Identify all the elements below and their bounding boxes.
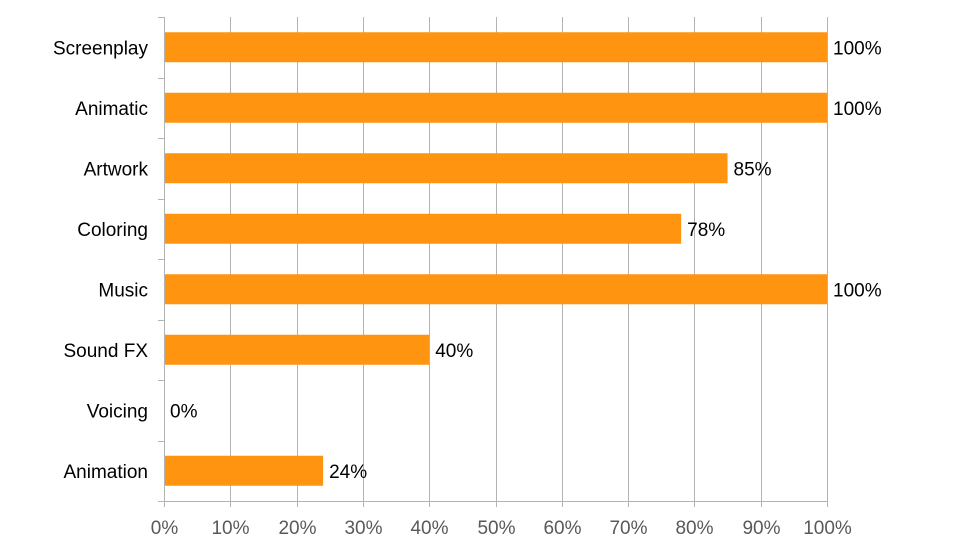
labels-layer: 0% 10% 20% 30% 40% 50% 60% 70% 80% 90% 100% Screenp… [53, 38, 882, 539]
x-tick-label: 90% [742, 518, 780, 539]
category-label: Music [98, 280, 148, 301]
category-label: Artwork [84, 159, 149, 180]
data-label: 40% [435, 341, 473, 362]
data-label: 100% [833, 99, 882, 120]
x-tick-label: 40% [410, 518, 448, 539]
bars-layer [164, 32, 827, 486]
data-label: 24% [329, 462, 367, 483]
grid-layer [164, 17, 828, 507]
bar-animation [164, 455, 324, 486]
category-label: Screenplay [53, 38, 149, 59]
x-tick-label: 0% [151, 518, 179, 539]
category-label: Animation [64, 462, 149, 483]
x-tick-label: 100% [803, 518, 852, 539]
data-label: 0% [170, 401, 198, 422]
bar-sound-fx [164, 334, 430, 365]
x-tick-label: 20% [278, 518, 316, 539]
data-label: 85% [734, 159, 772, 180]
category-label: Coloring [77, 220, 148, 241]
bar-screenplay [164, 32, 827, 63]
axis-layer [158, 17, 828, 502]
bar-artwork [164, 153, 728, 184]
category-label: Sound FX [64, 341, 149, 362]
category-label: Animatic [75, 99, 148, 120]
x-tick-label: 30% [344, 518, 382, 539]
bar-animatic [164, 92, 827, 123]
category-label: Voicing [87, 401, 148, 422]
bar-music [164, 274, 827, 305]
x-tick-label: 10% [211, 518, 249, 539]
x-tick-label: 50% [477, 518, 515, 539]
x-tick-label: 60% [543, 518, 581, 539]
bar-coloring [164, 213, 682, 244]
x-tick-label: 80% [675, 518, 713, 539]
data-label: 100% [833, 38, 882, 59]
data-label: 78% [687, 220, 725, 241]
data-label: 100% [833, 280, 882, 301]
x-tick-label: 70% [609, 518, 647, 539]
